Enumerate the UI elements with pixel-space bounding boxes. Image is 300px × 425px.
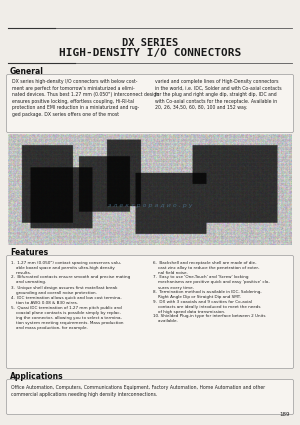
- Text: 10. Shielded Plug-in type for interface between 2 Units
    available.: 10. Shielded Plug-in type for interface …: [153, 314, 266, 323]
- Text: э л е к т р о р а д и о . р у: э л е к т р о р а д и о . р у: [108, 202, 192, 207]
- Text: 189: 189: [280, 412, 290, 417]
- FancyBboxPatch shape: [7, 74, 293, 133]
- Text: 8.  Termination method is available in IDC, Soldering,
    Right Angle Dip or St: 8. Termination method is available in ID…: [153, 290, 262, 299]
- Text: DX SERIES: DX SERIES: [122, 38, 178, 48]
- Text: 9.  DX with 3 coaxials and 9 cavities for Co-axial
    contacts are ideally intr: 9. DX with 3 coaxials and 9 cavities for…: [153, 300, 260, 314]
- Text: Applications: Applications: [10, 372, 64, 381]
- Text: DX series high-density I/O connectors with below cost-
ment are perfect for tomo: DX series high-density I/O connectors wi…: [12, 79, 159, 117]
- Text: 5.  Quasi IDC termination of 1.27 mm pitch public and
    coaxial plane contacts: 5. Quasi IDC termination of 1.27 mm pitc…: [11, 306, 124, 330]
- FancyBboxPatch shape: [7, 380, 293, 414]
- Text: 1.  1.27 mm (0.050") contact spacing conserves valu-
    able board space and pe: 1. 1.27 mm (0.050") contact spacing cons…: [11, 261, 121, 275]
- Text: 3.  Unique shell design assures first mate/last break
    grounding and overall : 3. Unique shell design assures first mat…: [11, 286, 117, 295]
- Text: Office Automation, Computers, Communications Equipment, Factory Automation, Home: Office Automation, Computers, Communicat…: [11, 385, 265, 397]
- Text: 7.  Easy to use 'One-Touch' and 'Screw' locking
    mechanisms are positive quic: 7. Easy to use 'One-Touch' and 'Screw' l…: [153, 275, 270, 289]
- Text: Features: Features: [10, 248, 48, 257]
- Bar: [8, 135, 292, 245]
- Text: 2.  Bifurcated contacts ensure smooth and precise mating
    and unmating.: 2. Bifurcated contacts ensure smooth and…: [11, 275, 130, 284]
- Text: varied and complete lines of High-Density connectors
in the world, i.e. IDC, Sol: varied and complete lines of High-Densit…: [155, 79, 282, 110]
- FancyBboxPatch shape: [7, 255, 293, 368]
- Text: 4.  IDC termination allows quick and low cost termina-
    tion to AWG 0.08 & B3: 4. IDC termination allows quick and low …: [11, 296, 122, 305]
- Text: 6.  Backshell and receptacle shell are made of die-
    cast zinc alloy to reduc: 6. Backshell and receptacle shell are ma…: [153, 261, 260, 275]
- Text: HIGH-DENSITY I/O CONNECTORS: HIGH-DENSITY I/O CONNECTORS: [59, 48, 241, 58]
- Text: General: General: [10, 67, 44, 76]
